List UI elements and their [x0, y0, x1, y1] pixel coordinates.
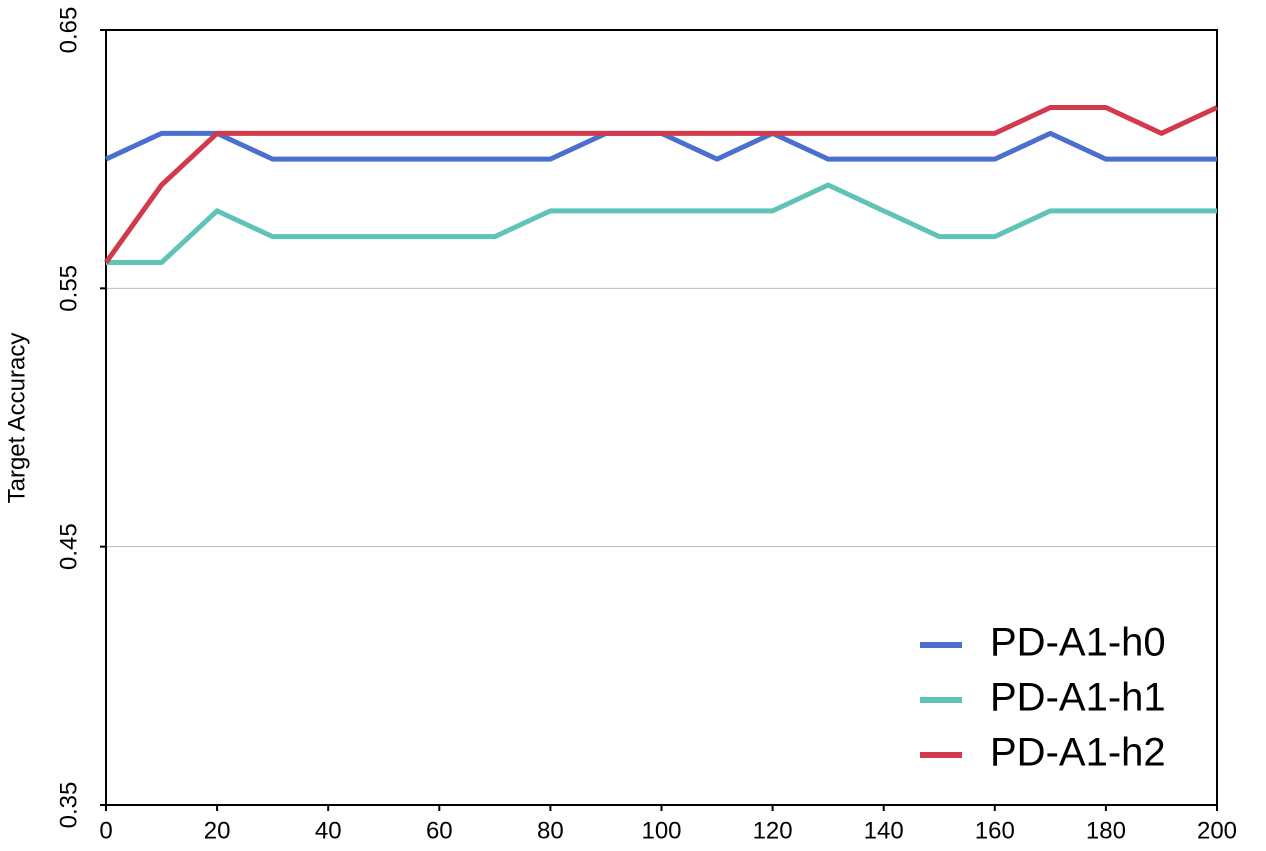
line-series — [104, 130, 1217, 162]
line-series — [106, 182, 1217, 265]
y-axis-label: Target Accuracy — [3, 333, 30, 504]
y-tick-label: 0.65 — [55, 7, 82, 54]
plot-frame — [105, 29, 1218, 806]
x-tick-label: 20 — [204, 817, 231, 844]
x-tick-label: 160 — [975, 817, 1015, 844]
x-tick-label: 0 — [99, 817, 112, 844]
y-tick-label: 0.55 — [55, 265, 82, 312]
legend-label: PD-A1-h2 — [990, 731, 1166, 775]
x-tick-label: 200 — [1197, 817, 1237, 844]
y-tick-label: 0.45 — [55, 523, 82, 570]
x-tick-label: 180 — [1086, 817, 1126, 844]
x-tick-label: 40 — [315, 817, 342, 844]
x-tick-label: 100 — [641, 817, 681, 844]
x-tick-label: 80 — [537, 817, 564, 844]
y-tick-label: 0.35 — [55, 782, 82, 829]
line-series — [103, 105, 1219, 264]
x-tick-label: 140 — [864, 817, 904, 844]
x-tick-label: 60 — [426, 817, 453, 844]
legend-label: PD-A1-h0 — [990, 621, 1166, 665]
x-tick-label: 120 — [753, 817, 793, 844]
legend-label: PD-A1-h1 — [990, 676, 1166, 720]
